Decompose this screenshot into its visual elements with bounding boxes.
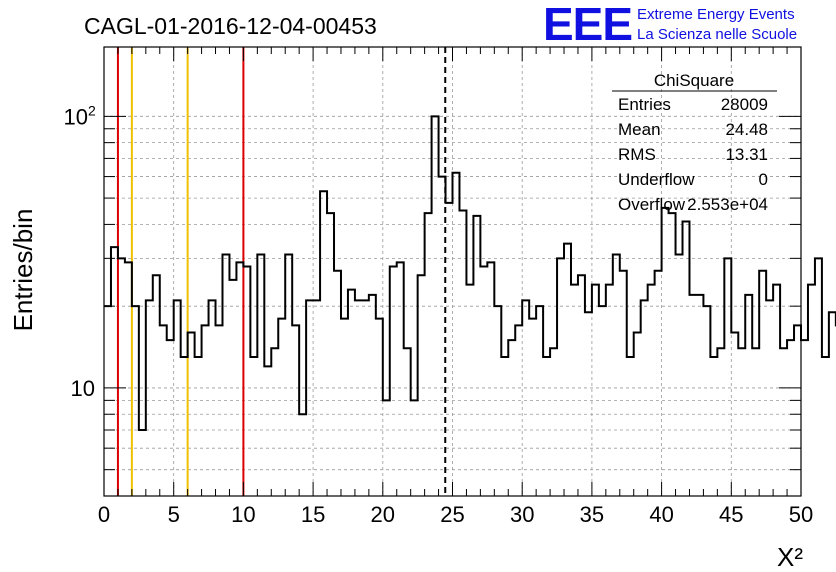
x-tick-labels: 0 5 10 15 20 25 30 35 40 45 50 (98, 502, 813, 527)
x-tick-label: 45 (719, 502, 743, 527)
eee-logo: EEE Extreme Energy Events La Scienza nel… (543, 0, 797, 50)
y-axis-label: Entries/bin (8, 209, 38, 332)
stats-box: ChiSquare Entries 28009 Mean 24.48 RMS 13.31 U… (612, 71, 777, 214)
axis-ticks (103, 47, 802, 497)
stats-label: RMS (618, 145, 656, 164)
marker-lines (116, 47, 447, 496)
stats-value: 0 (759, 170, 768, 189)
x-tick-label: 20 (371, 502, 395, 527)
y-tick-label: 10 (64, 104, 88, 129)
x-axis-label: X² (777, 542, 803, 572)
plot-grid (104, 47, 801, 496)
x-tick-label: 30 (510, 502, 534, 527)
stats-label: Entries (618, 95, 671, 114)
y-tick-label-exponent: 2 (88, 102, 96, 118)
org-subtitle: La Scienza nelle Scuole (637, 26, 797, 43)
histogram-line (104, 115, 836, 431)
stats-label: Mean (618, 120, 661, 139)
stats-rows: Entries 28009 Mean 24.48 RMS 13.31 Underflow 0 O… (618, 95, 768, 214)
y-tick-label: 10 (71, 376, 95, 401)
stats-label: Overflow (618, 195, 686, 214)
stats-value: 28009 (721, 95, 768, 114)
stats-value: 24.48 (725, 120, 768, 139)
org-name: Extreme Energy Events (637, 6, 795, 23)
x-tick-label: 10 (231, 502, 255, 527)
x-tick-label: 35 (580, 502, 604, 527)
x-tick-label: 50 (789, 502, 813, 527)
stats-title: ChiSquare (654, 71, 734, 90)
stats-value: 2.553e+04 (687, 195, 768, 214)
stats-label: Underflow (618, 170, 695, 189)
x-tick-label: 0 (98, 502, 110, 527)
eee-logo-text: EEE (543, 0, 632, 50)
x-tick-label: 40 (649, 502, 673, 527)
x-tick-label: 5 (168, 502, 180, 527)
x-tick-label: 25 (440, 502, 464, 527)
stats-value: 13.31 (725, 145, 768, 164)
x-tick-label: 15 (301, 502, 325, 527)
chart-title: CAGL-01-2016-12-04-00453 (84, 13, 377, 39)
